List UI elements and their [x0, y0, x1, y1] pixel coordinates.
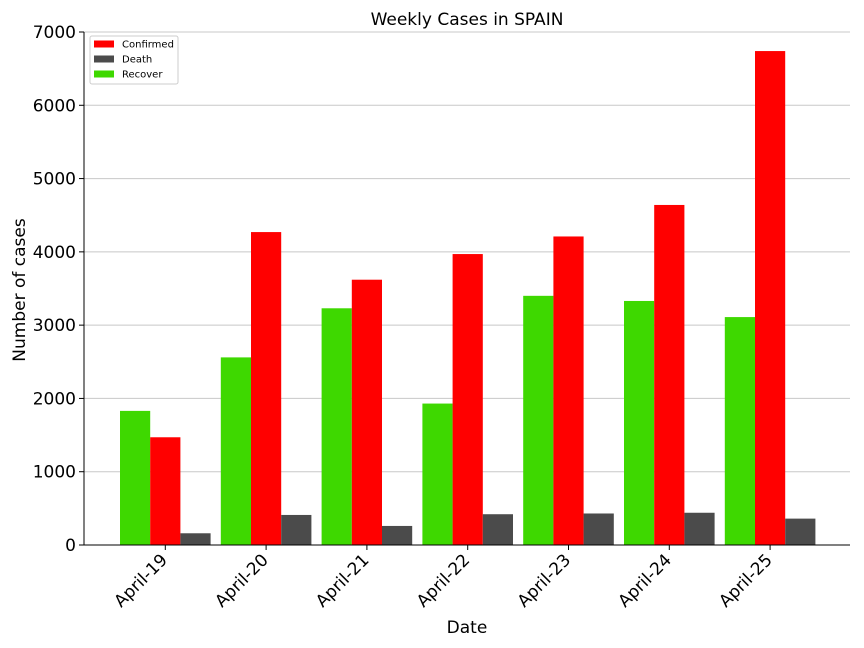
x-tick-label: April-23	[514, 550, 575, 611]
legend-label-confirmed: Confirmed	[122, 40, 174, 51]
x-tick-label: April-22	[413, 550, 474, 611]
bar-confirmed-april-23	[553, 236, 584, 545]
x-axis-label: Date	[447, 618, 488, 638]
bar-death-april-22	[482, 514, 513, 545]
legend: Confirmed Death Recover	[89, 35, 179, 85]
bar-confirmed-april-20	[251, 232, 282, 545]
y-axis-label: Number of cases	[10, 218, 30, 362]
bar-confirmed-april-19	[150, 437, 181, 545]
x-tick-label: April-25	[715, 550, 776, 611]
chart-title: Weekly Cases in SPAIN	[371, 10, 564, 30]
y-tick-label: 7000	[33, 23, 76, 43]
y-tick-label: 2000	[33, 389, 76, 409]
x-tick-label: April-24	[615, 550, 676, 611]
y-tick-label: 3000	[33, 316, 76, 336]
y-tick-label: 4000	[33, 243, 76, 263]
bar-recover-april-22	[422, 403, 453, 545]
bar-recover-april-25	[724, 317, 755, 545]
bar-recover-april-21	[321, 308, 352, 545]
bar-death-april-21	[382, 525, 413, 545]
bar-recover-april-20	[220, 357, 251, 545]
legend-swatch-confirmed	[94, 40, 114, 48]
bar-confirmed-april-25	[755, 51, 786, 545]
y-tick-label: 1000	[33, 463, 76, 483]
bar-confirmed-april-24	[654, 204, 685, 545]
bar-death-april-19	[180, 533, 211, 545]
bar-recover-april-19	[120, 410, 151, 545]
y-tick-label: 0	[65, 536, 76, 556]
bars	[120, 51, 816, 545]
x-tick-label: April-20	[211, 550, 272, 611]
bar-death-april-25	[785, 518, 816, 545]
y-ticks: 0 1000 2000 3000 4000 5000 6000 7000	[33, 23, 84, 556]
legend-label-recover: Recover	[122, 70, 163, 81]
x-ticks: April-19 April-20 April-21 April-22 April-23…	[111, 545, 777, 612]
legend-swatch-death	[94, 55, 114, 63]
legend-label-death: Death	[122, 55, 152, 66]
axes	[83, 32, 850, 546]
x-tick-label: April-19	[111, 550, 172, 611]
bar-death-april-24	[684, 512, 715, 545]
bar-recover-april-24	[624, 300, 655, 545]
bar-death-april-20	[281, 514, 312, 545]
y-tick-label: 5000	[33, 170, 76, 190]
legend-swatch-recover	[94, 70, 114, 78]
bar-death-april-23	[583, 513, 614, 545]
x-tick-label: April-21	[312, 550, 373, 611]
bar-recover-april-23	[523, 295, 554, 545]
y-tick-label: 6000	[33, 96, 76, 116]
bar-confirmed-april-22	[452, 254, 483, 545]
bar-confirmed-april-21	[351, 279, 382, 545]
